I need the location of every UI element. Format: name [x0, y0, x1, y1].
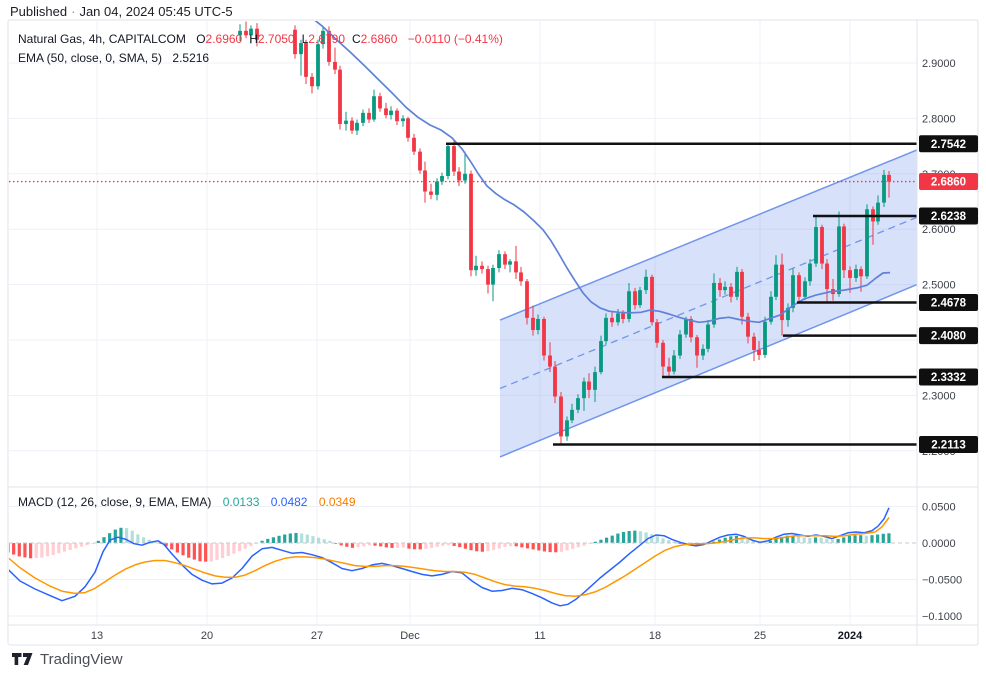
ohlc-key: H	[249, 32, 258, 46]
svg-text:−0.1000: −0.1000	[922, 611, 962, 623]
published-separator: ·	[71, 4, 76, 19]
svg-text:2.9000: 2.9000	[922, 58, 956, 70]
macd-hist-value: 0.0133	[222, 495, 260, 509]
svg-text:2.4678: 2.4678	[931, 297, 967, 309]
svg-text:−0.0500: −0.0500	[922, 575, 962, 587]
macd-line-value: 0.0482	[270, 495, 308, 509]
macd-line	[9, 507, 890, 607]
svg-text:Dec: Dec	[400, 630, 420, 642]
price-level-label: 2.3332	[919, 368, 978, 386]
time-axis[interactable]: 13 20 27 Dec 11 18 25 2024	[91, 630, 863, 642]
ohlc-values: O2.6960 H2.7050 L2.6790 C2.6860	[189, 32, 397, 46]
ema-legend-row: EMA (50, close, 0, SMA, 5) 2.5216	[18, 49, 503, 68]
svg-text:2.8000: 2.8000	[922, 113, 956, 125]
published-label: Published	[10, 4, 68, 19]
chart-legend: Natural Gas, 4h, CAPITALCOM O2.6960 H2.70…	[18, 30, 503, 68]
candles	[238, 21, 891, 445]
svg-text:2024: 2024	[838, 630, 863, 642]
published-line: Published · Jan 04, 2024 05:45 UTC-5	[10, 4, 233, 19]
price-level-label: 2.6238	[919, 207, 978, 225]
svg-text:2.6860: 2.6860	[931, 177, 966, 189]
svg-text:2.3000: 2.3000	[922, 390, 956, 402]
svg-text:2.4080: 2.4080	[931, 331, 966, 343]
ema-value: 2.5216	[172, 51, 210, 65]
symbol-legend-row: Natural Gas, 4h, CAPITALCOM O2.6960 H2.70…	[18, 30, 503, 49]
ohlc-key: O	[196, 32, 206, 46]
last-price-label: 2.6860	[919, 173, 978, 191]
symbol-title: Natural Gas, 4h, CAPITALCOM	[18, 32, 186, 46]
trend-channel	[499, 149, 917, 458]
price-level-label: 2.7542	[919, 135, 978, 153]
ohlc-value: 2.6790	[308, 32, 345, 46]
svg-text:2.5000: 2.5000	[922, 280, 956, 292]
svg-text:0.0000: 0.0000	[922, 538, 956, 550]
price-level-label: 2.4678	[919, 293, 978, 311]
price-axis[interactable]: 2.90002.80002.70002.60002.50002.40002.30…	[919, 58, 978, 623]
macd-signal-value: 0.0349	[318, 495, 356, 509]
ohlc-key: L	[301, 32, 309, 46]
attribution-brand: TradingView	[40, 651, 123, 668]
svg-text:2.2113: 2.2113	[931, 440, 966, 452]
ohlc-value: 2.6960	[205, 32, 243, 46]
svg-text:11: 11	[534, 630, 545, 642]
attribution[interactable]: TradingView	[12, 651, 123, 668]
ohlc-key: C	[352, 32, 361, 46]
support-resistance-lines	[446, 142, 917, 446]
ohlc-value: 2.7050	[257, 32, 295, 46]
ema-title: EMA (50, close, 0, SMA, 5)	[18, 51, 163, 65]
change-value: −0.0110 (−0.41%)	[407, 32, 503, 46]
ema-line	[314, 21, 891, 324]
price-level-label: 2.2113	[919, 436, 978, 454]
macd-legend-row: MACD (12, 26, close, 9, EMA, EMA) 0.0133…	[18, 495, 356, 509]
grid	[9, 21, 917, 625]
published-timestamp: Jan 04, 2024 05:45 UTC-5	[79, 4, 233, 19]
svg-text:2.6238: 2.6238	[931, 211, 967, 223]
svg-text:20: 20	[201, 630, 213, 642]
ohlc-value: 2.6860	[360, 32, 398, 46]
svg-text:27: 27	[311, 630, 323, 642]
chart-frame	[7, 19, 979, 646]
svg-text:18: 18	[649, 630, 661, 642]
svg-text:25: 25	[754, 630, 766, 642]
tradingview-logo-icon	[12, 653, 33, 665]
svg-text:13: 13	[91, 630, 103, 642]
price-level-label: 2.4080	[919, 327, 978, 345]
svg-text:2.6000: 2.6000	[922, 224, 956, 236]
macd-title: MACD (12, 26, close, 9, EMA, EMA)	[18, 495, 212, 509]
svg-text:0.0500: 0.0500	[922, 502, 956, 514]
macd-signal-line	[9, 517, 890, 598]
svg-text:2.3332: 2.3332	[931, 372, 966, 384]
svg-text:2.7542: 2.7542	[931, 139, 966, 151]
